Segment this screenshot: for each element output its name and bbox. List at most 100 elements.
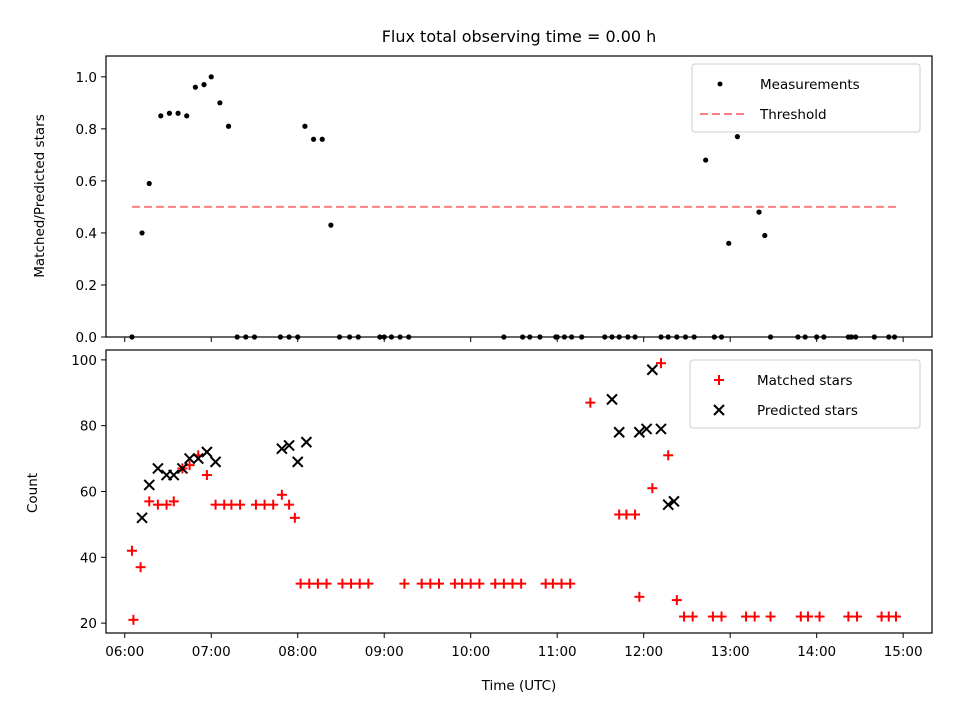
measurement-point [129, 334, 135, 340]
measurement-point [665, 334, 671, 340]
bottom-x-tick-label: 12:00 [624, 644, 663, 660]
predicted-star-point [192, 452, 204, 465]
measurement-point [175, 110, 181, 116]
predicted-star-point [292, 456, 304, 468]
matched-star-point [268, 499, 279, 510]
predicted-star-point [152, 462, 164, 475]
predicted-star-point [668, 495, 680, 508]
bottom-plot: 20 40 60 80 100 06:00 07:00 08:00 09:00 10:00 11:… [25, 349, 933, 694]
measurements-legend-label: Measurements [760, 77, 860, 93]
chart-title: Flux total observing time = 0.00 h [382, 27, 657, 46]
predicted-star-point [646, 364, 659, 376]
predicted-star-point [655, 423, 667, 435]
measurement-point [554, 334, 560, 340]
top-y-tick-label: 0.4 [76, 226, 97, 242]
measurement-point [381, 334, 387, 340]
measurement-point [718, 334, 725, 340]
matched-star-point [565, 578, 576, 589]
matched-legend-marker [714, 375, 724, 385]
bottom-x-tick-label: 14:00 [797, 644, 836, 660]
matched-star-point [135, 562, 146, 573]
measurement-point [310, 136, 317, 142]
predicted-star-point [283, 439, 295, 452]
matched-star-point [354, 578, 365, 589]
measurement-point [184, 113, 190, 119]
matched-star-point [516, 578, 527, 589]
predicted-star-point [606, 393, 618, 406]
predicted-star-point [176, 462, 189, 475]
predicted-star-point [136, 512, 148, 524]
measurement-point [848, 334, 854, 340]
measurement-point [192, 84, 198, 90]
bottom-y-ticks: 20 40 60 80 100 [71, 353, 106, 632]
matched-star-point [289, 512, 300, 523]
measurement-point [802, 334, 808, 340]
matched-star-point [312, 578, 323, 589]
matched-star-point [621, 509, 632, 520]
matched-star-point [465, 578, 476, 589]
matched-star-point [250, 499, 261, 510]
measurement-point [277, 334, 284, 340]
predicted-stars-series [136, 364, 680, 524]
matched-star-point [276, 489, 287, 500]
matched-legend-label: Matched stars [757, 373, 853, 389]
predicted-star-point [300, 436, 313, 448]
measurement-point [814, 334, 820, 340]
predicted-legend-label: Predicted stars [757, 403, 858, 419]
top-y-tick-label: 0.0 [76, 330, 97, 346]
matched-star-point [547, 578, 558, 589]
measurement-point [569, 334, 575, 340]
top-legend: Measurements Threshold [691, 63, 921, 133]
measurement-point [328, 222, 334, 228]
matched-star-point [741, 611, 752, 622]
predicted-star-point [276, 443, 288, 455]
top-y-tick-label: 0.2 [76, 278, 97, 294]
matched-star-point [585, 397, 596, 408]
measurement-point [319, 136, 325, 142]
predicted-star-point [662, 498, 674, 511]
measurement-point [139, 230, 145, 236]
bottom-x-tick-label: 09:00 [365, 644, 404, 660]
matched-star-point [630, 509, 641, 520]
measurement-point [602, 334, 608, 340]
predicted-star-point [209, 456, 222, 468]
measurement-point [243, 334, 249, 340]
measurement-point [609, 334, 615, 340]
bottom-x-tick-label: 13:00 [711, 644, 750, 660]
measurement-point [217, 100, 223, 106]
top-legend-box [691, 63, 921, 133]
matched-star-point [707, 611, 718, 622]
matched-star-point [890, 611, 901, 622]
measurement-point [406, 334, 412, 340]
top-y-tick-label: 0.8 [76, 122, 97, 138]
bottom-x-tick-label: 08:00 [278, 644, 317, 660]
matched-star-point [814, 611, 825, 622]
predicted-star-point [168, 469, 180, 481]
measurement-point [762, 232, 768, 239]
measurement-point [347, 334, 353, 340]
measurement-point [286, 334, 292, 340]
measurement-point [674, 334, 680, 340]
bottom-y-axis-label: Count [25, 473, 41, 513]
measurement-point [891, 334, 898, 340]
measurement-point [146, 180, 152, 187]
matched-star-point [507, 578, 518, 589]
matched-star-point [363, 578, 374, 589]
measurement-point [632, 334, 638, 340]
bottom-y-tick-label: 60 [80, 485, 97, 501]
measurement-point [501, 334, 507, 340]
measurement-point [682, 334, 689, 340]
predicted-star-point [201, 446, 213, 458]
matched-star-point [765, 611, 776, 622]
predicted-star-point [640, 423, 653, 435]
matched-star-point [259, 499, 270, 510]
measurement-point [852, 334, 859, 340]
predicted-legend-marker [713, 404, 725, 416]
top-y-tick-label: 0.6 [76, 174, 97, 190]
matched-star-point [852, 611, 863, 622]
measurement-point [625, 334, 631, 340]
predicted-star-point [613, 426, 625, 438]
measurement-point [295, 334, 301, 340]
bottom-y-tick-label: 20 [80, 616, 97, 632]
